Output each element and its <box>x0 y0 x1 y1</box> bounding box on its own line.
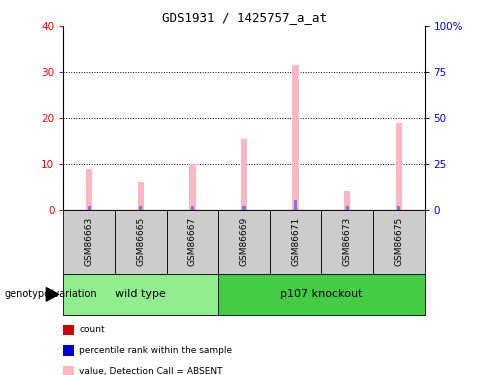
Bar <box>138 183 144 210</box>
Bar <box>241 139 247 210</box>
Bar <box>115 210 166 274</box>
Text: GSM86671: GSM86671 <box>291 217 300 267</box>
Bar <box>166 210 218 274</box>
Text: GDS1931 / 1425757_a_at: GDS1931 / 1425757_a_at <box>162 11 326 24</box>
Bar <box>88 206 91 210</box>
Text: GSM86663: GSM86663 <box>85 217 94 267</box>
Bar <box>243 206 245 210</box>
Bar <box>189 164 196 210</box>
Text: genotype/variation: genotype/variation <box>5 290 98 299</box>
Bar <box>292 65 299 210</box>
Bar <box>86 169 92 210</box>
Text: GSM86667: GSM86667 <box>188 217 197 267</box>
Text: GSM86669: GSM86669 <box>240 217 248 267</box>
Text: count: count <box>79 326 105 334</box>
Bar <box>63 210 115 274</box>
Bar <box>373 210 425 274</box>
Text: wild type: wild type <box>115 290 166 299</box>
Text: value, Detection Call = ABSENT: value, Detection Call = ABSENT <box>79 367 223 375</box>
Text: GSM86675: GSM86675 <box>394 217 403 267</box>
Bar <box>218 274 425 315</box>
Bar <box>397 206 400 210</box>
Bar <box>139 206 142 210</box>
Bar <box>218 210 270 274</box>
Text: percentile rank within the sample: percentile rank within the sample <box>79 346 232 355</box>
Bar <box>63 274 218 315</box>
Bar <box>270 210 322 274</box>
Bar <box>191 206 194 210</box>
Bar <box>322 210 373 274</box>
Bar <box>396 123 402 210</box>
Bar <box>346 206 349 210</box>
Text: GSM86665: GSM86665 <box>136 217 145 267</box>
Text: p107 knockout: p107 knockout <box>280 290 363 299</box>
Polygon shape <box>46 288 59 301</box>
Text: GSM86673: GSM86673 <box>343 217 352 267</box>
Bar <box>294 200 297 210</box>
Bar <box>344 191 350 210</box>
